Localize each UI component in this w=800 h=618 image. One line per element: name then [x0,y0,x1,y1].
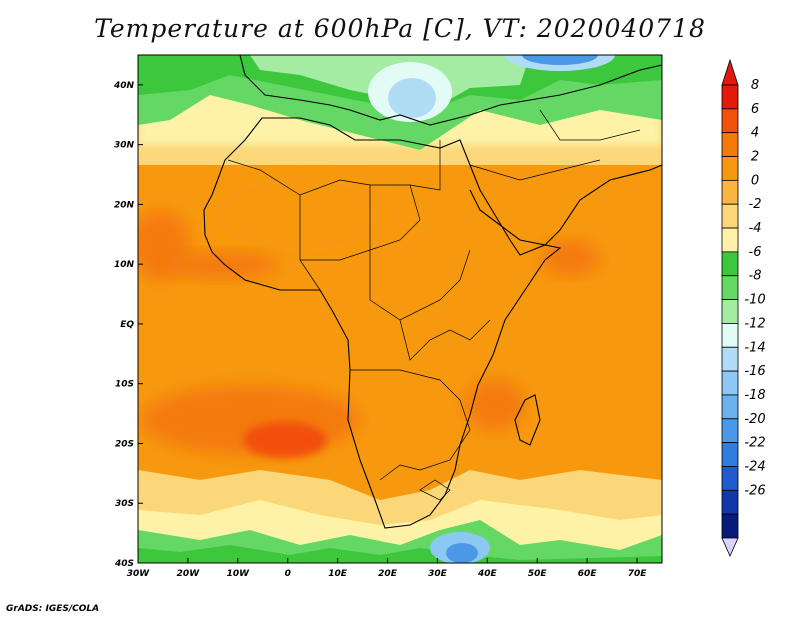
lon-tick-label: 10W [227,569,251,579]
grads-credit: GrADS: IGES/COLA [6,604,100,614]
colorbar-segment [721,323,739,348]
lat-tick-label: EQ [120,320,134,330]
madagascar-coastline [514,394,541,446]
colorbar-label: -26 [744,483,765,498]
colorbar-segment [721,442,739,467]
lat-tick-label: 40S [114,559,134,569]
map-title: Temperature at 600hPa [C], VT: 202004071… [94,14,706,43]
colorbar-segment [721,346,739,372]
colorbar-label: -6 [749,245,762,260]
border-east [399,319,491,361]
colorbar-label: -24 [744,459,765,474]
field-cold-north-core [522,55,598,65]
lon-tick-label: 0 [285,569,291,579]
lat-tick-label: 40N [113,81,135,91]
lat-tick-label: 10N [114,260,135,270]
lon-tick-label: 20W [177,569,201,579]
colorbar-segment [721,84,739,110]
lon-tick-label: 60E [578,569,598,579]
colorbar-segment [721,179,739,205]
colorbar-segment [721,418,739,444]
colorbar-top-arrow [721,58,739,86]
arabia-coastline [469,164,662,246]
lat-tick-label: 30S [115,499,134,509]
lon-tick-label: 30E [428,569,448,579]
colorbar-segment [721,203,739,229]
colorbar-label: -14 [744,340,765,355]
colorbar-segment [721,251,739,277]
field-sahel-warm [160,251,280,279]
border-central [299,185,471,321]
colorbar-label: -22 [744,436,765,451]
colorbar-segment [721,394,739,420]
border-lesotho [419,479,451,501]
border-south [350,369,471,481]
colorbar-label: 6 [751,102,759,117]
field-cold-core-inner [388,78,436,118]
colorbar-segment [721,132,739,157]
mediterranean-coastline [239,55,662,126]
colorbar-label: -18 [744,388,765,403]
lon-tick-label: 30W [127,569,151,579]
colorbar-label: -8 [749,269,762,284]
colorbar-label: -16 [744,364,765,379]
lon-tick-label: 20E [378,569,398,579]
lon-tick-label: 70E [628,569,648,579]
lat-tick-label: 20S [115,439,134,449]
colorbar-label: -2 [749,197,762,212]
colorbar: 8 6 4 2 0 -2 -4 -6 -8 -10 -12 -14 -16 -18 -20 -22 -24 -26 [721,58,766,557]
colorbar-segment [721,466,739,491]
field-indian-warm [540,240,600,276]
colorbar-label: 4 [751,126,759,141]
field-madagascar-warm [465,379,525,431]
colorbar-segment [721,275,739,300]
colorbar-label: -20 [744,412,765,427]
colorbar-label: -4 [749,221,762,236]
field-south-cold-core [446,543,478,563]
lat-tick-label: 20N [114,200,135,210]
colorbar-segment [721,489,739,515]
field-satlantic-hot [243,422,327,458]
border-north [409,109,641,191]
colorbar-label: 0 [751,173,759,188]
field-south-m8c [138,545,662,563]
colorbar-label: -10 [744,293,765,308]
colorbar-segment [721,108,739,134]
colorbar-segment [721,299,739,324]
lon-tick-label: 40E [477,569,498,579]
colorbar-segment [721,227,739,253]
temperature-field [138,55,662,563]
lat-tick-label: 10S [115,380,134,390]
colorbar-label: 8 [751,78,759,93]
colorbar-segment [721,370,739,396]
colorbar-segment [721,513,739,539]
map-frame [137,54,663,564]
colorbar-label: 2 [751,150,759,165]
borders [227,109,641,501]
lat-tick-label: 30N [114,141,135,151]
lon-tick-label: 10E [328,569,348,579]
colorbar-segment [721,156,739,181]
colorbar-bottom-arrow [721,537,739,557]
lon-tick-label: 50E [528,569,548,579]
colorbar-label: -12 [744,316,765,331]
